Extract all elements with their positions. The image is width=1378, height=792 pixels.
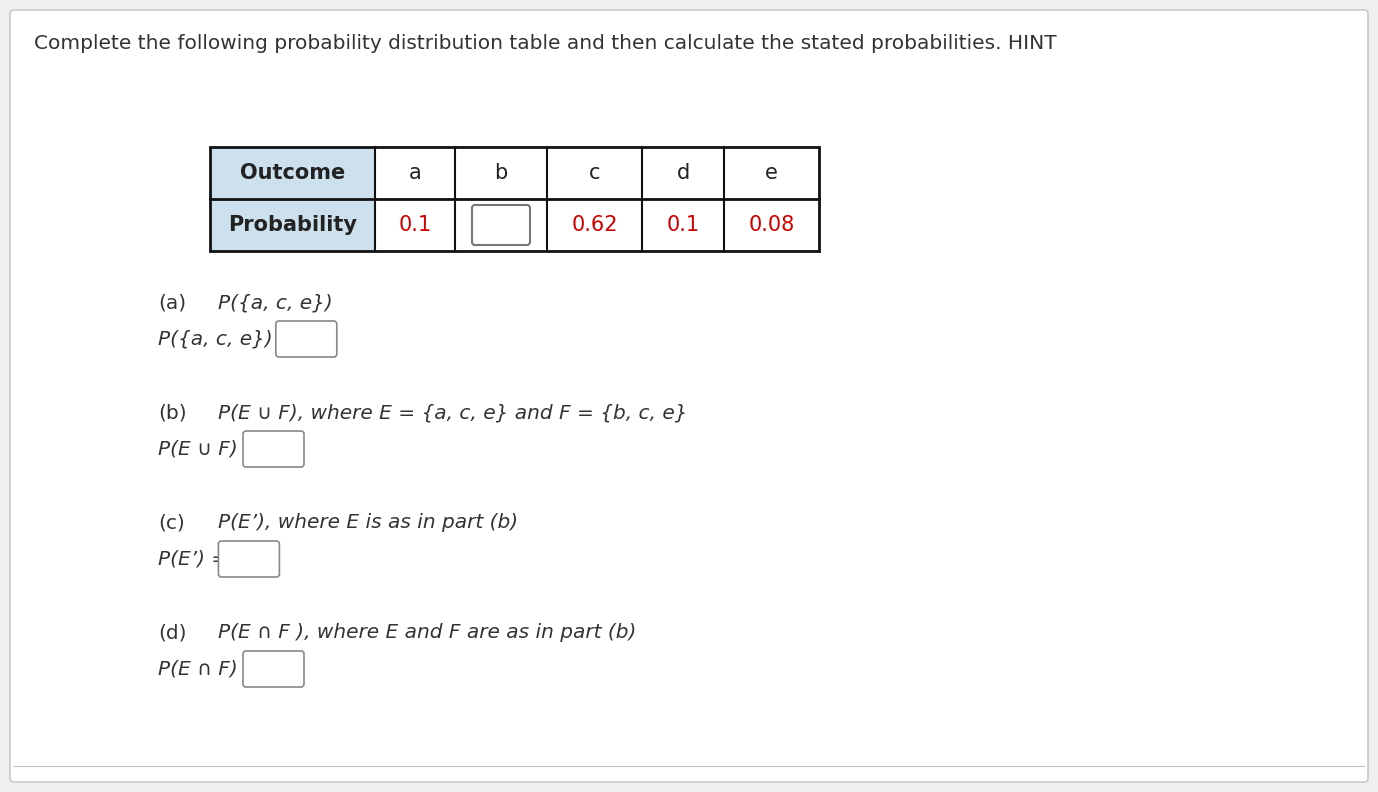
Text: P({a, c, e}): P({a, c, e}): [218, 294, 332, 313]
Text: Complete the following probability distribution table and then calculate the sta: Complete the following probability distr…: [34, 34, 1057, 53]
FancyBboxPatch shape: [10, 10, 1368, 782]
FancyBboxPatch shape: [473, 205, 531, 245]
Text: b: b: [495, 163, 507, 183]
Text: P(E’), where E is as in part (b): P(E’), where E is as in part (b): [218, 513, 518, 532]
Text: P({a, c, e}) =: P({a, c, e}) =: [158, 329, 296, 348]
Text: a: a: [409, 163, 422, 183]
FancyBboxPatch shape: [243, 431, 305, 467]
Text: P(E ∩ F ), where E and F are as in part (b): P(E ∩ F ), where E and F are as in part …: [218, 623, 637, 642]
Text: (d): (d): [158, 623, 186, 642]
Text: e: e: [765, 163, 779, 183]
Bar: [209, 147, 819, 251]
Text: Probability: Probability: [227, 215, 357, 235]
Text: d: d: [677, 163, 689, 183]
Text: c: c: [588, 163, 601, 183]
Text: (b): (b): [158, 403, 186, 422]
Text: P(E’) =: P(E’) =: [158, 550, 229, 569]
Text: P(E ∪ F) =: P(E ∪ F) =: [158, 440, 260, 459]
Text: (c): (c): [158, 513, 185, 532]
Text: 0.62: 0.62: [572, 215, 617, 235]
Text: P(E ∩ F) =: P(E ∩ F) =: [158, 660, 260, 679]
Text: 0.1: 0.1: [398, 215, 431, 235]
Text: 0.1: 0.1: [667, 215, 700, 235]
Bar: [209, 147, 375, 199]
Text: (a): (a): [158, 294, 186, 313]
Text: Outcome: Outcome: [240, 163, 344, 183]
Text: 0.08: 0.08: [748, 215, 795, 235]
FancyBboxPatch shape: [243, 651, 305, 687]
FancyBboxPatch shape: [276, 321, 336, 357]
Bar: [209, 199, 375, 251]
FancyBboxPatch shape: [218, 541, 280, 577]
Text: P(E ∪ F), where E = {a, c, e} and F = {b, c, e}: P(E ∪ F), where E = {a, c, e} and F = {b…: [218, 403, 688, 422]
